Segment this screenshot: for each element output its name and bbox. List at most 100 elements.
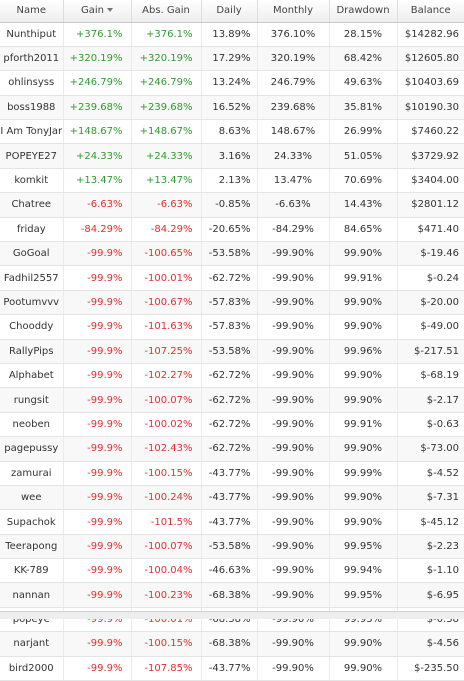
trader-name-cell[interactable]: pforth2011 bbox=[0, 46, 64, 72]
gain-cell: +13.47% bbox=[63, 168, 132, 194]
table-row[interactable]: I Am TonyJar +148.67% +148.67% 8.63% 148.67%… bbox=[0, 119, 464, 145]
column-header-label: Balance bbox=[410, 5, 451, 17]
trader-name-cell[interactable]: zamurai bbox=[0, 461, 64, 486]
table-row[interactable]: pforth2011 +320.19% +320.19% 17.29% 320.19% 6… bbox=[0, 46, 464, 72]
trader-name-cell[interactable]: Pootumvvv bbox=[0, 290, 64, 316]
gain-cell: -99.9% bbox=[63, 461, 132, 486]
trader-name-cell[interactable]: Teerapong bbox=[0, 534, 64, 560]
table-row[interactable]: bird2000 -99.9% -107.85% -43.77% -99.90% 99.9… bbox=[0, 656, 464, 681]
gain-cell: +24.33% bbox=[63, 143, 132, 169]
trader-name-cell[interactable]: bird2000 bbox=[0, 656, 64, 681]
abs-gain-cell: -102.27% bbox=[131, 363, 202, 389]
trader-name-cell[interactable]: komkit bbox=[0, 168, 64, 194]
monthly-cell: -99.90% bbox=[257, 412, 330, 438]
table-row[interactable]: Fadhil2557 -99.9% -100.01% -62.72% -99.90% 99… bbox=[0, 265, 464, 291]
trader-name-cell[interactable]: neoben bbox=[0, 412, 64, 438]
daily-cell: 13.89% bbox=[201, 22, 258, 47]
trader-name-cell[interactable]: I Am TonyJar bbox=[0, 119, 64, 145]
table-row[interactable]: boss1988 +239.68% +239.68% 16.52% 239.68% 35.… bbox=[0, 95, 464, 121]
table-body: Nunthiput +376.1% +376.1% 13.89% 376.10% 28.1… bbox=[0, 22, 464, 681]
table-row[interactable]: GoGoal -99.9% -100.65% -53.58% -99.90% 99.90%… bbox=[0, 241, 464, 267]
column-header-label: Gain bbox=[81, 5, 104, 17]
table-row[interactable]: pagepussy -99.9% -102.43% -62.72% -99.90% 99.… bbox=[0, 436, 464, 462]
table-row[interactable]: friday -84.29% -84.29% -20.65% -84.29% 84.65%… bbox=[0, 217, 464, 243]
table-row[interactable]: ohlinsyss +246.79% +246.79% 13.24% 246.79% 49… bbox=[0, 70, 464, 96]
abs-gain-cell: -101.5% bbox=[131, 509, 202, 535]
column-header-abs-gain[interactable]: Abs. Gain bbox=[131, 0, 202, 23]
monthly-cell: -99.90% bbox=[257, 265, 330, 291]
daily-cell: -46.63% bbox=[201, 558, 258, 584]
table-row[interactable]: Nunthiput +376.1% +376.1% 13.89% 376.10% 28.1… bbox=[0, 22, 464, 47]
gain-cell: -99.9% bbox=[63, 339, 132, 364]
table-row[interactable]: RallyPips -99.9% -107.25% -53.58% -99.90% 99.… bbox=[0, 339, 464, 364]
daily-cell: -62.72% bbox=[201, 363, 258, 389]
drawdown-cell: 99.94% bbox=[329, 558, 398, 584]
abs-gain-cell: +13.47% bbox=[131, 168, 202, 194]
table-row[interactable]: rungsit -99.9% -100.07% -62.72% -99.90% 99.90… bbox=[0, 387, 464, 413]
daily-cell: -53.58% bbox=[201, 534, 258, 560]
drawdown-cell: 99.91% bbox=[329, 265, 398, 291]
table-row[interactable]: zamurai -99.9% -100.15% -43.77% -99.90% 99.99… bbox=[0, 461, 464, 486]
trader-name-cell[interactable]: ohlinsyss bbox=[0, 70, 64, 96]
table-row[interactable]: komkit +13.47% +13.47% 2.13% 13.47% 70.69% $34… bbox=[0, 168, 464, 194]
trader-name-cell[interactable]: narjant bbox=[0, 631, 64, 657]
gain-cell: -99.9% bbox=[63, 412, 132, 438]
balance-cell: $-19.46 bbox=[397, 241, 464, 267]
trader-name-cell[interactable]: Alphabet bbox=[0, 363, 64, 389]
horizontal-scrollbar[interactable] bbox=[0, 611, 464, 619]
trader-name-cell[interactable]: pagepussy bbox=[0, 436, 64, 462]
monthly-cell: -99.90% bbox=[257, 363, 330, 389]
daily-cell: -62.72% bbox=[201, 265, 258, 291]
column-header-balance[interactable]: Balance bbox=[397, 0, 464, 23]
trader-name-cell[interactable]: boss1988 bbox=[0, 95, 64, 121]
table-row[interactable]: narjant -99.9% -100.15% -68.38% -99.90% 99.90… bbox=[0, 631, 464, 657]
column-header-drawdown[interactable]: Drawdown bbox=[329, 0, 398, 23]
balance-cell: $10403.69 bbox=[397, 70, 464, 96]
trader-name-cell[interactable]: Fadhil2557 bbox=[0, 265, 64, 291]
table-row[interactable]: Teerapong -99.9% -100.07% -53.58% -99.90% 99.… bbox=[0, 534, 464, 560]
gain-cell: -99.9% bbox=[63, 363, 132, 389]
trader-name-cell[interactable]: Nunthiput bbox=[0, 22, 64, 47]
monthly-cell: -84.29% bbox=[257, 217, 330, 243]
daily-cell: -53.58% bbox=[201, 241, 258, 267]
gain-cell: -99.9% bbox=[63, 387, 132, 413]
column-header-daily[interactable]: Daily bbox=[201, 0, 258, 23]
monthly-cell: 148.67% bbox=[257, 119, 330, 145]
trader-name-cell[interactable]: Supachok bbox=[0, 509, 64, 535]
balance-cell: $10190.30 bbox=[397, 95, 464, 121]
table-row[interactable]: POPEYE27 +24.33% +24.33% 3.16% 24.33% 51.05% $… bbox=[0, 143, 464, 169]
gain-cell: -99.9% bbox=[63, 265, 132, 291]
trader-name-cell[interactable]: RallyPips bbox=[0, 339, 64, 364]
table-row[interactable]: nannan -99.9% -100.23% -68.38% -99.90% 99.95%… bbox=[0, 582, 464, 608]
column-header-monthly[interactable]: Monthly bbox=[257, 0, 330, 23]
table-row[interactable]: wee -99.9% -100.24% -43.77% -99.90% 99.90% $-7… bbox=[0, 485, 464, 511]
column-header-gain[interactable]: Gain bbox=[63, 0, 132, 23]
balance-cell: $-20.00 bbox=[397, 290, 464, 316]
gain-cell: +239.68% bbox=[63, 95, 132, 121]
gain-cell: -99.9% bbox=[63, 582, 132, 608]
trader-name-cell[interactable]: GoGoal bbox=[0, 241, 64, 267]
table-row[interactable]: neoben -99.9% -100.02% -62.72% -99.90% 99.91%… bbox=[0, 412, 464, 438]
daily-cell: -68.38% bbox=[201, 582, 258, 608]
gain-cell: -99.9% bbox=[63, 656, 132, 681]
table-row[interactable]: Supachok -99.9% -101.5% -43.77% -99.90% 99.90… bbox=[0, 509, 464, 535]
monthly-cell: -99.90% bbox=[257, 631, 330, 657]
trader-name-cell[interactable]: wee bbox=[0, 485, 64, 511]
trader-name-cell[interactable]: Chooddy bbox=[0, 314, 64, 340]
trader-name-cell[interactable]: Chatree bbox=[0, 192, 64, 218]
trader-name-cell[interactable]: KK-789 bbox=[0, 558, 64, 584]
abs-gain-cell: +246.79% bbox=[131, 70, 202, 96]
table-row[interactable]: Alphabet -99.9% -102.27% -62.72% -99.90% 99.9… bbox=[0, 363, 464, 389]
trader-name-cell[interactable]: rungsit bbox=[0, 387, 64, 413]
trader-name-cell[interactable]: nannan bbox=[0, 582, 64, 608]
trader-name-cell[interactable]: friday bbox=[0, 217, 64, 243]
balance-cell: $7460.22 bbox=[397, 119, 464, 145]
daily-cell: -62.72% bbox=[201, 412, 258, 438]
table-row[interactable]: KK-789 -99.9% -100.04% -46.63% -99.90% 99.94%… bbox=[0, 558, 464, 584]
table-row[interactable]: Chooddy -99.9% -101.63% -57.83% -99.90% 99.90… bbox=[0, 314, 464, 340]
trader-name-cell[interactable]: POPEYE27 bbox=[0, 143, 64, 169]
table-row[interactable]: Pootumvvv -99.9% -100.67% -57.83% -99.90% 99.… bbox=[0, 290, 464, 316]
column-header-name[interactable]: Name bbox=[0, 0, 64, 23]
gain-cell: -99.9% bbox=[63, 241, 132, 267]
table-row[interactable]: Chatree -6.63% -6.63% -0.85% -6.63% 14.43% $28… bbox=[0, 192, 464, 218]
